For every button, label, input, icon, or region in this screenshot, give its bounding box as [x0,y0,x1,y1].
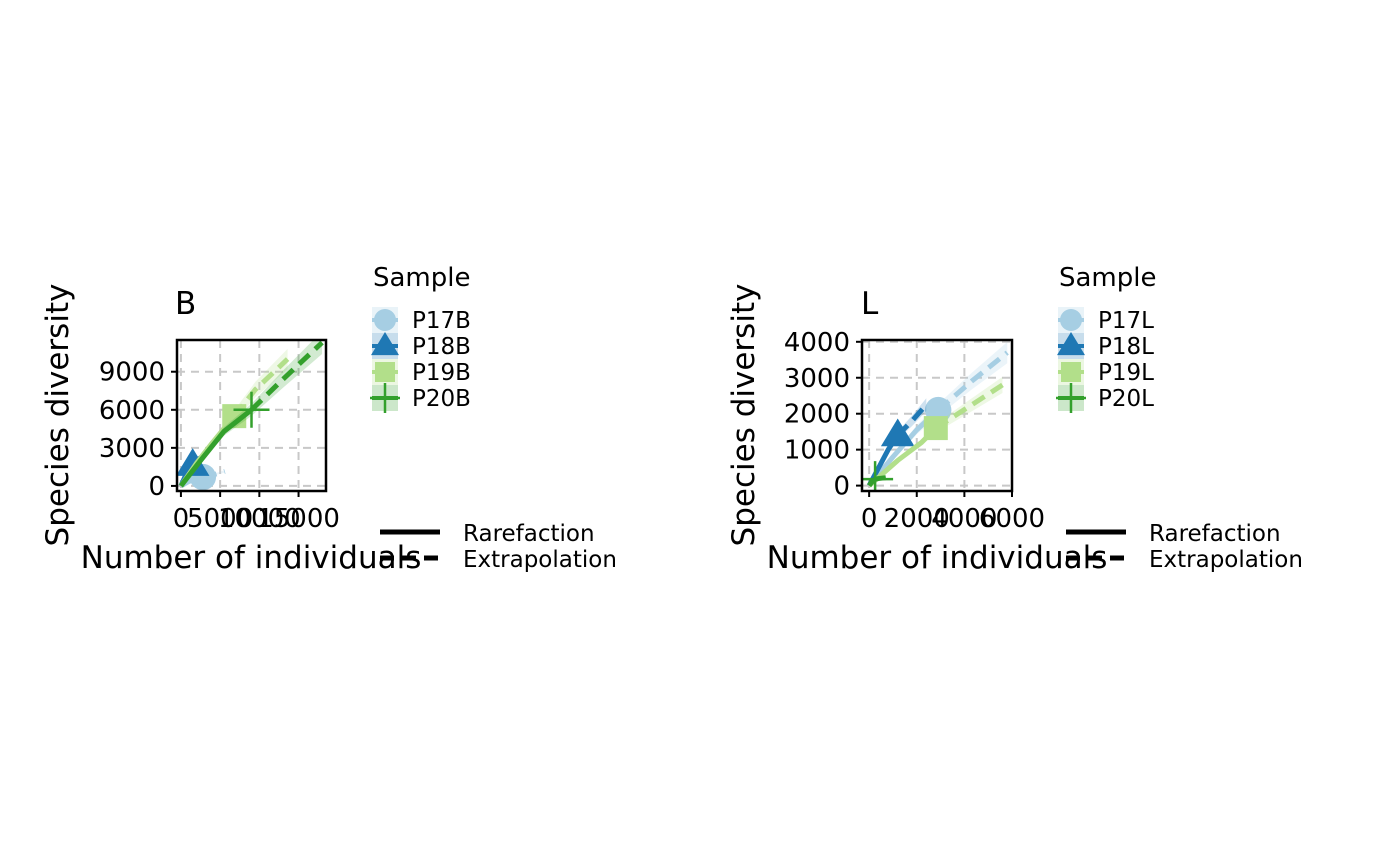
panel-b-x-tick-label-3: 15000 [257,504,340,534]
panel-b-legend-item-P20B: P20B [370,383,471,413]
panel-l-legend-item-P19L: P19L [1058,359,1154,386]
panel-b-title: B [175,286,196,322]
panel-l-x-tick-label-1: 2000 [884,504,950,534]
panel-b-legend-item-P17B: P17B [372,307,471,334]
panel-b-y-axis-title: Species diversity [40,284,76,547]
panel-b-x-tick-label-0: 0 [173,504,190,534]
panel-b-legend-label-P17B: P17B [412,308,471,334]
panel-l-legend-item-P17L: P17L [1058,307,1154,334]
panel-b-y-tick-label-3: 9000 [99,358,165,388]
panel-b-legend-title: Sample [373,263,471,293]
panel-b-frame [175,338,328,493]
panel-l-y-tick-label-1: 1000 [784,436,850,466]
panel-b-P20B-rarefaction-line [178,407,254,488]
panel-l-series-group [862,341,1009,491]
panel-b-y-tick-label-2: 6000 [99,396,165,426]
panel-l-legend-label-P18L: P18L [1098,334,1154,360]
panel-l-y-tick-label-2: 2000 [784,400,850,430]
panel-l-x-axis-title: Number of individuals [767,540,1108,576]
panel-b-method-legend: Rarefaction Extrapolation [380,521,617,573]
panel-l-rarefaction-label: Rarefaction [1149,521,1281,547]
panel-b-legend-label-P19B: P19B [412,360,471,386]
panel-l-y-tick-label-0: 0 [833,472,850,502]
panel-b-legend-marker-P17B [374,309,396,331]
panel-l-y-tick-label-4: 4000 [784,328,850,358]
panel-b-y-tick-label-0: 0 [148,472,165,502]
panel-l-method-legend: Rarefaction Extrapolation [1066,521,1303,573]
panel-b-legend-marker-P20B [370,383,400,413]
panel-b-legend-marker-P19B [375,362,395,382]
panel-b-rarefaction-label: Rarefaction [463,521,595,547]
panel-b-x-axis-title: Number of individuals [81,540,422,576]
panel-l-legend-label-P17L: P17L [1098,308,1154,334]
panel-b-legend-marker-P18B [371,332,399,356]
panel-l-legend-label-P20L: P20L [1098,386,1154,412]
panel-b-extrapolation-label: Extrapolation [463,547,617,573]
panel-l-legend-item-P18L: P18L [1057,332,1154,360]
panel-l-extrapolation-label: Extrapolation [1149,547,1303,573]
panel-l-legend-item-P20L: P20L [1056,383,1154,413]
panel-l-y-tick-label-3: 3000 [784,364,850,394]
panel-l-x-tick-label-2: 4000 [931,504,997,534]
panel-l-P19L-observed-point [923,416,948,441]
panel-b-legend-item-P19B: P19B [372,359,471,386]
panel-b: Species diversity B 05000100001500003000… [40,263,617,576]
panel-b-y-tick-label-1: 3000 [99,434,165,464]
panel-l-x-tick-label-3: 6000 [979,504,1045,534]
panel-l-legend-marker-P19L [1061,362,1081,382]
panel-l-P18L-observed-point [880,418,915,447]
panel-b-legend-label-P18B: P18B [412,334,471,360]
panel-l-legend-title: Sample [1059,263,1157,293]
panel-l-legend-label-P19L: P19L [1098,360,1154,386]
panel-l-legend-marker-P20L [1056,383,1086,413]
panel-b-legend-item-P18B: P18B [371,332,471,360]
panel-l-frame [860,338,1014,493]
panel-b-x-tick-label-2: 10000 [218,504,301,534]
panel-b-P18B-observed-point [177,448,210,476]
panel-l-P17L-extrapolation-line [936,350,1009,412]
panel-l-legend-marker-P18L [1057,332,1085,356]
panel-l-P18L-confidence-band [869,398,927,486]
panel-l-title: L [861,286,879,322]
panel-b-x-tick-label-1: 5000 [187,504,253,534]
panel-l-x-tick-label-0: 0 [861,504,878,534]
panel-b-series-group [177,340,324,491]
panel-b-P20B-extrapolation-line [249,340,324,412]
panel-l-y-axis-title: Species diversity [726,284,762,547]
panel-l-legend-marker-P17L [1060,309,1082,331]
panel-b-legend-label-P20B: P20B [412,386,471,412]
panel-b-P20B-observed-point [233,391,270,428]
panel-l: Species diversity L 0 2000400060000100020… [726,263,1303,576]
